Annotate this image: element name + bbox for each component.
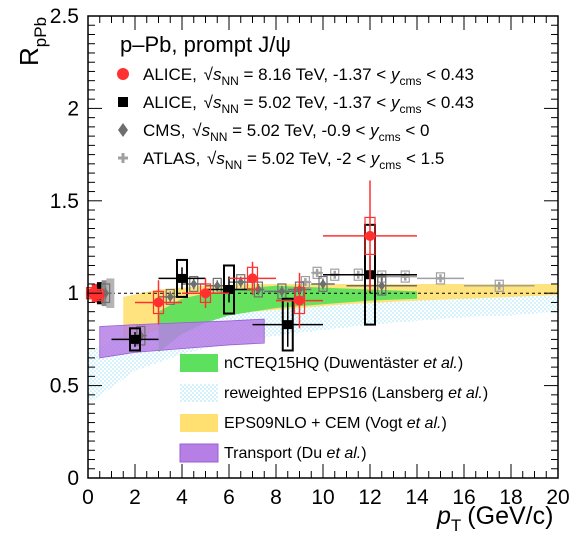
legend-model-text: Transport (Du et al.) (224, 445, 367, 462)
x-tick-label: 20 (546, 486, 569, 509)
chart-header: p–Pb, prompt J/ψ (120, 32, 291, 57)
legend-entry-text: ALICE, √sNN = 5.02 TeV, -1.37 < ycms < 0… (143, 93, 474, 116)
x-tick-label: 8 (270, 486, 282, 509)
y-tick-label: 1.5 (50, 190, 79, 213)
y-tick-label: 1 (67, 282, 79, 305)
data-point (213, 280, 221, 291)
legend-entry-text: ATLAS, √sNN = 5.02 TeV, -2 < ycms < 1.5 (143, 149, 444, 172)
data-point (200, 288, 211, 299)
data-points (85, 180, 535, 352)
legend-model-text: EPS09NLO + CEM (Vogt et al.) (224, 415, 447, 432)
y-tick-label: 0.5 (50, 375, 79, 398)
axes: 0 2 4 6 8 10 12 14 16 18 20 0 0.5 1 1.5 2 2.5 (50, 5, 570, 509)
x-axis-label: pT (GeV/c) (436, 502, 553, 535)
plot-frame (87, 15, 559, 479)
data-point (319, 278, 327, 289)
x-tick-label: 14 (405, 486, 429, 509)
legend: ALICE, √sNN = 8.16 TeV, -1.37 < ycms < 0… (117, 65, 488, 463)
x-tick-label: 6 (223, 486, 235, 509)
data-point (378, 280, 386, 291)
data-point (313, 268, 322, 277)
legend-swatch (180, 384, 218, 402)
series-cms-5-02-tev (99, 274, 417, 346)
legend-swatch (179, 443, 219, 463)
data-point (495, 281, 504, 290)
legend-marker (118, 97, 128, 107)
data-point (130, 334, 140, 344)
x-tick-label: 2 (129, 486, 141, 509)
legend-marker (118, 153, 128, 163)
series-alice-8-16-tev (85, 180, 417, 329)
data-point (254, 284, 262, 295)
y-tick-label: 0 (67, 467, 79, 490)
legend-swatch (180, 354, 218, 372)
data-point (224, 285, 234, 295)
x-tick-label: 12 (358, 486, 381, 509)
x-tick-label: 0 (82, 486, 94, 509)
data-point (93, 290, 104, 301)
x-tick-label: 16 (452, 486, 475, 509)
legend-entry-text: ALICE, √sNN = 8.16 TeV, -1.37 < ycms < 0… (143, 65, 474, 88)
data-point (247, 273, 258, 284)
data-point (166, 291, 174, 302)
legend-swatch (180, 414, 218, 432)
y-axis-label: RpPb (14, 17, 50, 66)
data-point (365, 230, 375, 241)
data-point (153, 297, 164, 308)
y-tick-label: 2.5 (50, 5, 79, 28)
data-point (436, 274, 445, 283)
data-point (177, 273, 187, 283)
data-point (401, 272, 410, 281)
data-point (283, 320, 293, 330)
legend-marker (117, 68, 129, 80)
x-tick-label: 10 (311, 486, 334, 509)
legend-model-text: reweighted EPPS16 (Lansberg et al.) (224, 385, 488, 402)
x-tick-label: 4 (176, 486, 188, 509)
data-point (237, 277, 245, 288)
data-point (190, 278, 198, 289)
legend-entry-text: CMS, √sNN = 5.02 TeV, -0.9 < ycms < 0 (143, 121, 430, 144)
data-point (278, 286, 286, 297)
legend-model-text: nCTEQ15HQ (Duwentäster et al.) (224, 355, 463, 372)
legend-marker (118, 123, 128, 137)
x-tick-label: 18 (499, 486, 522, 509)
data-point (294, 295, 305, 306)
y-tick-label: 2 (67, 97, 79, 120)
